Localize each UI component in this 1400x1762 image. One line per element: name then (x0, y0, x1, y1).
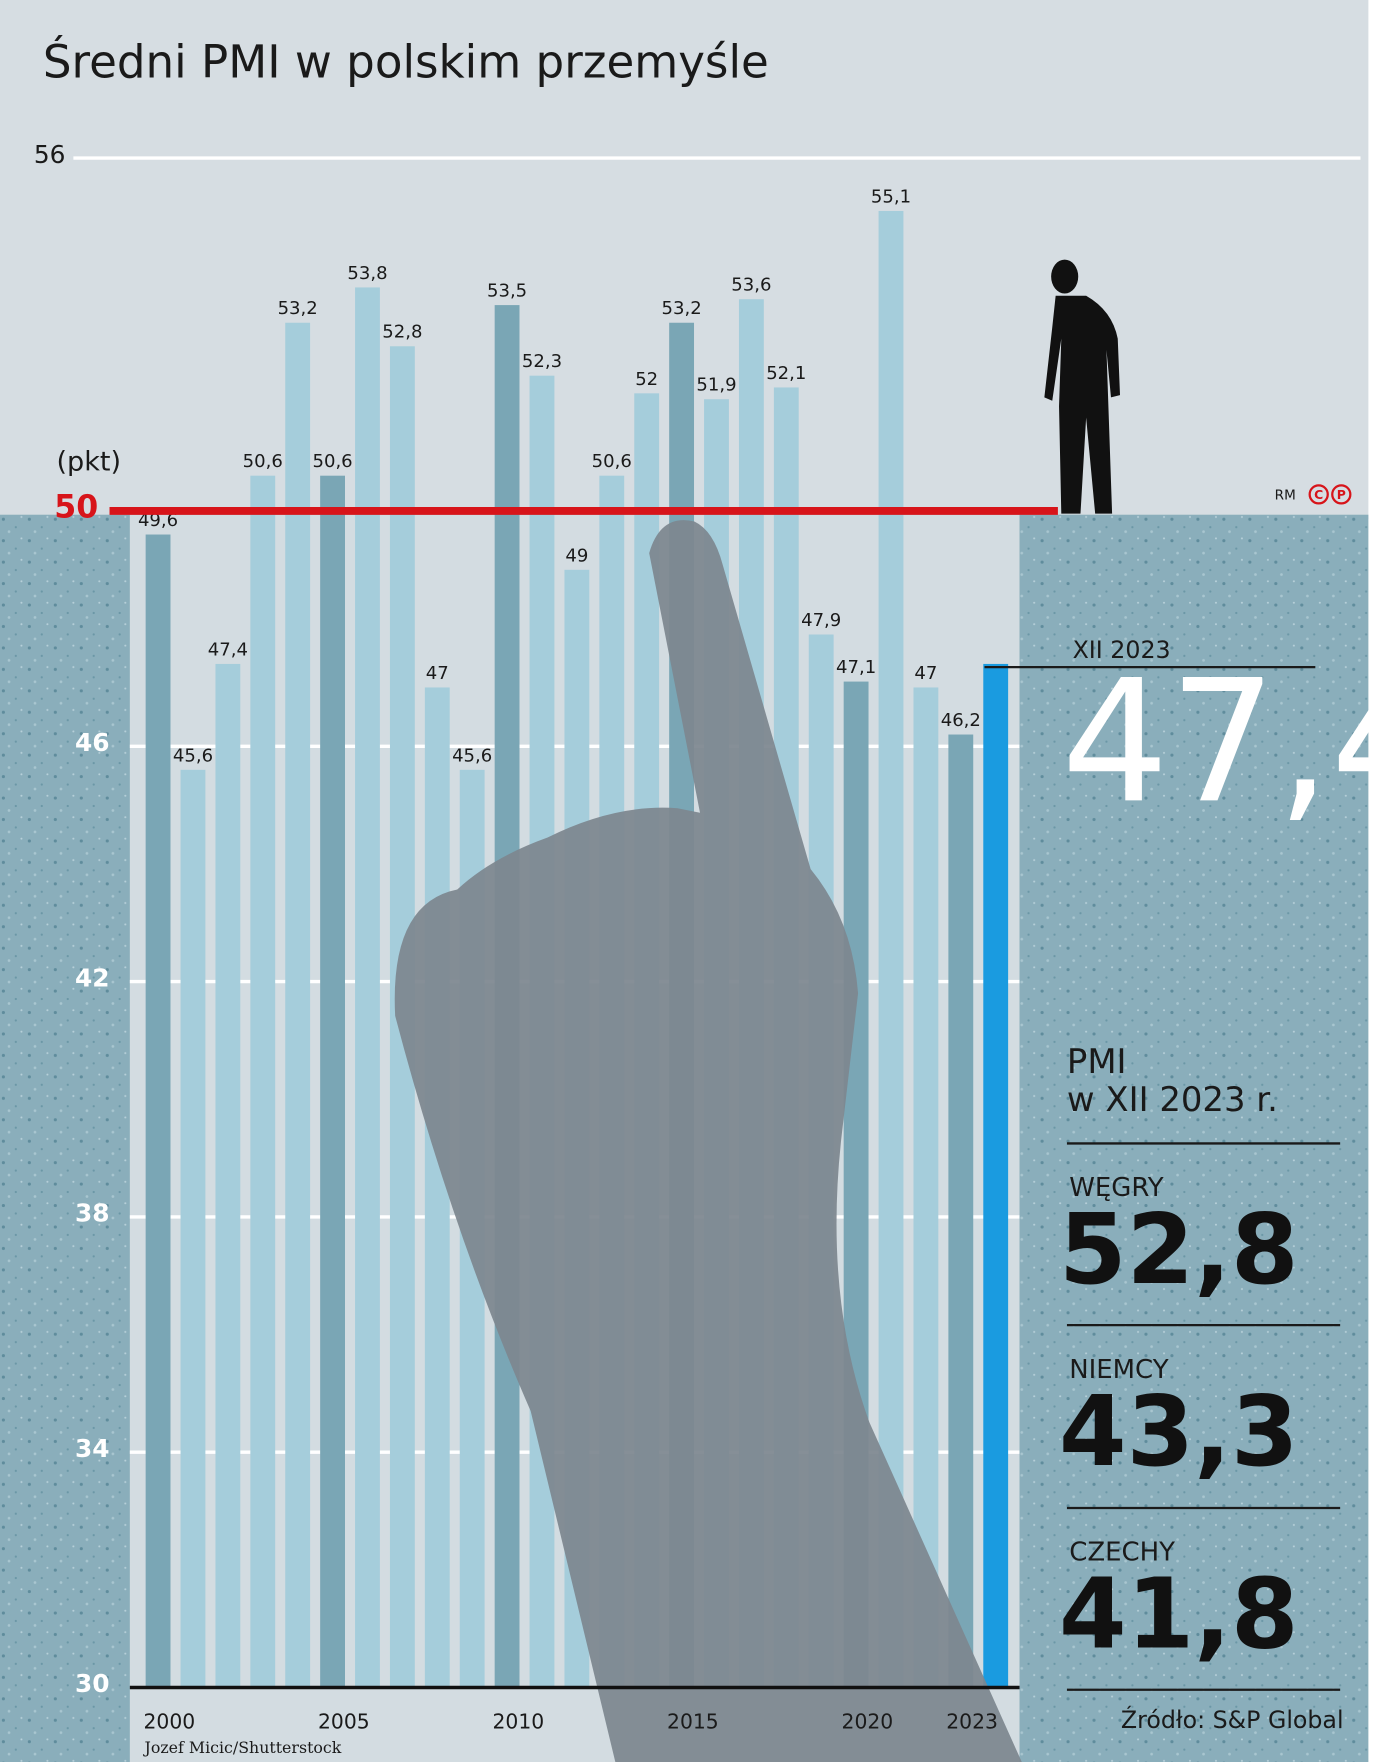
country-name: CZECHY (1069, 1538, 1175, 1568)
y-axis-label: (pkt) (56, 446, 121, 477)
bar (355, 287, 380, 1688)
value-label: 53,6 (731, 275, 771, 296)
value-label: 52,1 (766, 363, 806, 384)
value-label: 53,2 (661, 298, 701, 319)
value-label: 50,6 (312, 451, 352, 472)
logo-symbol: C (1314, 487, 1323, 502)
x-tick-label: 2023 (946, 1709, 998, 1733)
x-tick-label: 2005 (318, 1709, 370, 1733)
photo-credit: Jozef Micic/Shutterstock (143, 1738, 342, 1757)
value-label: 52,8 (382, 322, 422, 343)
bar (948, 734, 974, 1688)
labels: 30 34 38 42 46 50 56 49,6 45,6 47,4 50,6 53,2 50,6 53… (34, 140, 981, 1698)
logo-text: RM (1275, 488, 1296, 504)
y-tick-label: 46 (75, 728, 110, 757)
x-tick-label: 2020 (842, 1709, 894, 1733)
country-name: NIEMCY (1069, 1355, 1169, 1385)
value-label: 45,6 (452, 745, 492, 766)
y-tick-label: 34 (75, 1434, 110, 1463)
comparison-title: PMI (1067, 1042, 1127, 1081)
country-value: 43,3 (1059, 1375, 1299, 1488)
value-label: 47 (426, 663, 449, 684)
value-label: 47,1 (836, 657, 876, 678)
logo-symbol: P (1337, 487, 1346, 502)
x-tick-label: 2000 (144, 1709, 196, 1733)
comparison-title: w XII 2023 r. (1067, 1080, 1278, 1119)
side-panel: XII 2023 47,4 PMI w XII 2023 r. WĘGRY52,… (984, 636, 1400, 1691)
value-label: 53,8 (347, 263, 387, 284)
country-name: WĘGRY (1069, 1173, 1164, 1203)
value-label: 45,6 (173, 745, 213, 766)
bar (878, 210, 904, 1688)
value-label: 55,1 (871, 186, 911, 207)
bar (215, 663, 241, 1688)
hand-illustration (394, 520, 1022, 1762)
y-tick-label: 30 (75, 1669, 110, 1698)
y-tick-label: 38 (75, 1199, 110, 1228)
y-tick-label: 56 (34, 140, 66, 169)
value-label: 52 (635, 369, 658, 390)
overlay: 2000 2005 2010 2015 2020 2023 (109, 507, 1058, 1733)
value-label: 50,6 (243, 451, 283, 472)
bar (180, 769, 206, 1688)
chart-title: Średni PMI w polskim przemyśle (43, 35, 769, 88)
value-label: 53,2 (278, 298, 318, 319)
highlight-bar (983, 663, 1009, 1688)
value-label: 50,6 (592, 451, 632, 472)
logo-icon (1331, 484, 1352, 505)
source: Źródło: S&P Global (1121, 1706, 1344, 1734)
x-tick-label: 2015 (667, 1709, 719, 1733)
bar (320, 475, 345, 1688)
bar (285, 322, 311, 1688)
value-label: 49 (565, 545, 588, 566)
value-label: 47,9 (801, 610, 841, 631)
value-label: 49,6 (138, 510, 178, 531)
value-label: 52,3 (522, 351, 562, 372)
highlight-value: 47,4 (1061, 643, 1400, 840)
y-tick-label: 50 (54, 490, 98, 526)
y-tick-label: 42 (75, 963, 110, 992)
country-value: 41,8 (1059, 1558, 1299, 1671)
country-value: 52,8 (1059, 1193, 1299, 1306)
bar (424, 687, 450, 1688)
bar (250, 475, 276, 1688)
bar (145, 534, 171, 1688)
bar (913, 687, 939, 1688)
value-label: 53,5 (487, 281, 527, 302)
value-label: 47 (914, 663, 937, 684)
highlight-label: XII 2023 (1073, 636, 1171, 664)
value-label: 51,9 (696, 375, 736, 396)
value-label: 46,2 (941, 710, 981, 731)
man-silhouette (1044, 259, 1120, 514)
logo-icon (1308, 484, 1329, 505)
x-tick-label: 2010 (493, 1709, 545, 1733)
value-label: 47,4 (208, 639, 248, 660)
